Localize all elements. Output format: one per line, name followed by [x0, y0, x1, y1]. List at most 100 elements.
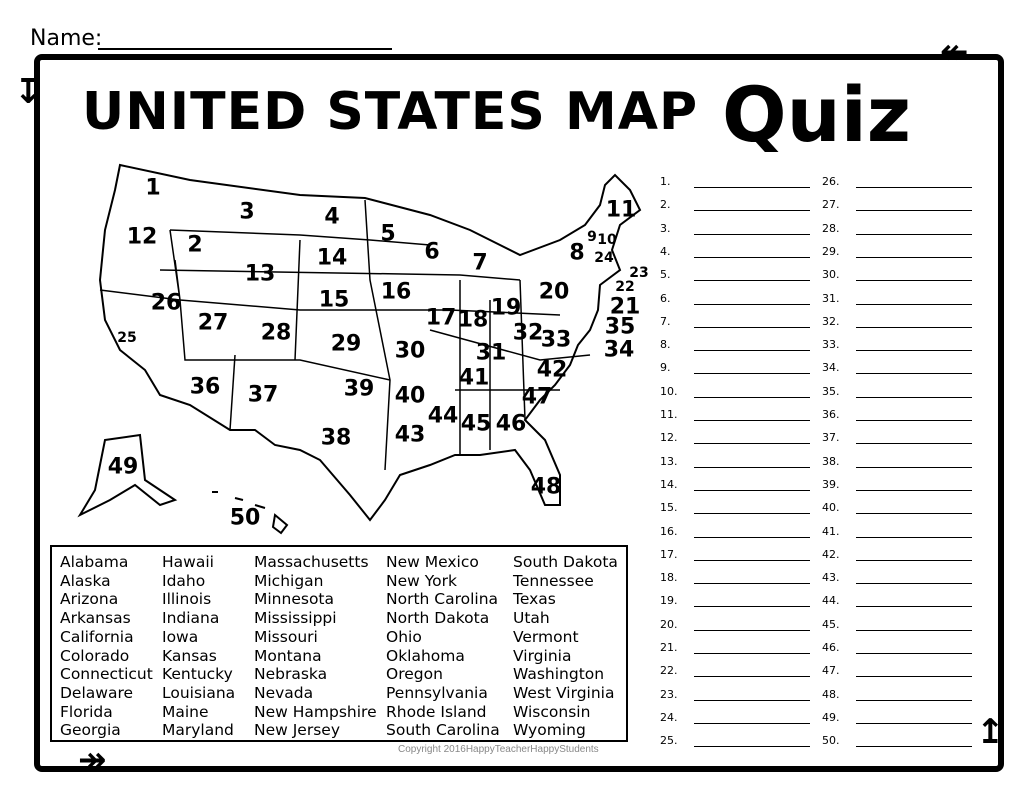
answer-line[interactable] [694, 280, 810, 282]
answer-row: 35. [822, 385, 972, 398]
answer-line[interactable] [856, 420, 972, 421]
answer-line[interactable] [856, 489, 972, 491]
answer-line[interactable] [694, 653, 810, 654]
word-bank-item: Indiana [162, 609, 220, 628]
answer-number: 11. [660, 408, 678, 421]
answer-row: 33. [822, 338, 972, 352]
answer-line[interactable] [694, 583, 810, 585]
answer-line[interactable] [856, 629, 972, 631]
map-state-number: 29 [330, 331, 362, 357]
answer-line[interactable] [694, 187, 810, 188]
answer-row: 9. [660, 361, 810, 375]
word-bank-item: Colorado [60, 646, 130, 665]
map-state-number: 37 [247, 382, 279, 408]
word-bank-item: Iowa [162, 627, 199, 646]
answer-line[interactable] [694, 350, 810, 352]
map-state-number: 33 [540, 327, 572, 353]
answer-line[interactable] [856, 233, 972, 235]
map-state-number: 32 [512, 320, 544, 346]
answer-line[interactable] [856, 280, 972, 282]
answer-line[interactable] [694, 420, 810, 421]
answer-line[interactable] [856, 373, 972, 375]
map-state-number: 49 [107, 454, 139, 480]
answer-line[interactable] [856, 559, 972, 561]
answer-line[interactable] [856, 606, 972, 608]
map-state-number: 10 [597, 232, 617, 248]
answer-line[interactable] [856, 210, 972, 212]
answer-line[interactable] [856, 466, 972, 468]
answer-row: 48. [822, 687, 972, 701]
answer-number: 19. [660, 594, 678, 608]
map-state-number: 18 [457, 307, 489, 333]
answer-line[interactable] [856, 746, 972, 748]
answer-line[interactable] [856, 653, 972, 654]
word-bank-item: Maryland [162, 721, 234, 740]
map-state-number: 44 [427, 403, 459, 429]
answer-line[interactable] [856, 722, 972, 724]
answer-line[interactable] [856, 699, 972, 701]
word-bank-column: Hawaii Idaho Illinois Indiana Iowa Kansas Kent… [162, 553, 235, 740]
answer-row: 24. [660, 710, 810, 724]
answer-line[interactable] [856, 676, 972, 678]
corner-arrow-icon: ↥ [976, 712, 1005, 752]
map-state-number: 28 [260, 320, 292, 346]
answer-line[interactable] [694, 466, 810, 468]
map-state-number: 35 [604, 314, 636, 340]
answer-row: 36. [822, 408, 972, 421]
word-bank-item: Alabama [60, 553, 129, 571]
answer-line[interactable] [694, 722, 810, 724]
map-state-number: 17 [425, 305, 457, 331]
answer-line[interactable] [694, 489, 810, 491]
answer-line[interactable] [694, 606, 810, 608]
answer-line[interactable] [856, 326, 972, 328]
answer-row: 29. [822, 245, 972, 258]
answer-line[interactable] [694, 513, 810, 515]
map-state-number: 38 [320, 425, 352, 451]
answer-line[interactable] [694, 396, 810, 398]
answer-line[interactable] [856, 536, 972, 538]
answer-row: 10. [660, 385, 810, 398]
answer-line[interactable] [856, 396, 972, 398]
answer-line[interactable] [694, 326, 810, 328]
answer-number: 15. [660, 501, 678, 515]
answer-line[interactable] [856, 350, 972, 352]
answer-line[interactable] [694, 699, 810, 701]
word-bank-item: New Mexico [386, 553, 479, 571]
answer-line[interactable] [694, 443, 810, 445]
answer-line[interactable] [694, 256, 810, 258]
map-state-number: 24 [594, 250, 614, 266]
word-bank-item: North Carolina [386, 590, 499, 609]
answer-row: 7. [660, 315, 810, 328]
answer-line[interactable] [694, 373, 810, 375]
map-state-number: 16 [380, 279, 412, 305]
map-state-number: 41 [458, 365, 490, 391]
answer-line[interactable] [856, 303, 972, 305]
answer-number: 48. [822, 687, 840, 701]
answer-line[interactable] [694, 746, 810, 748]
answer-line[interactable] [694, 559, 810, 561]
word-bank: Alabama Alaska Arizona Arkansas California Co… [50, 545, 628, 742]
name-field[interactable] [98, 48, 392, 50]
answer-line[interactable] [694, 676, 810, 678]
word-bank-item: West Virginia [513, 683, 615, 702]
answer-line[interactable] [694, 536, 810, 538]
answer-number: 30. [822, 268, 840, 282]
corner-arrow-icon: ↧ [14, 72, 43, 112]
answer-line[interactable] [856, 513, 972, 515]
answer-line[interactable] [856, 583, 972, 585]
answer-line[interactable] [856, 256, 972, 258]
answer-line[interactable] [856, 187, 972, 188]
answer-number: 41. [822, 524, 840, 538]
answer-line[interactable] [694, 629, 810, 631]
word-bank-item: Maine [162, 702, 209, 721]
answer-row: 11. [660, 408, 810, 421]
answer-line[interactable] [856, 443, 972, 445]
answer-line[interactable] [694, 303, 810, 305]
answer-number: 50. [822, 734, 840, 748]
answer-line[interactable] [694, 233, 810, 235]
answer-line[interactable] [694, 210, 810, 212]
word-bank-item: Connecticut [60, 665, 153, 684]
word-bank-item: Texas [513, 590, 556, 609]
answer-number: 24. [660, 710, 678, 724]
word-bank-column: Alabama Alaska Arizona Arkansas California Co… [60, 553, 153, 740]
